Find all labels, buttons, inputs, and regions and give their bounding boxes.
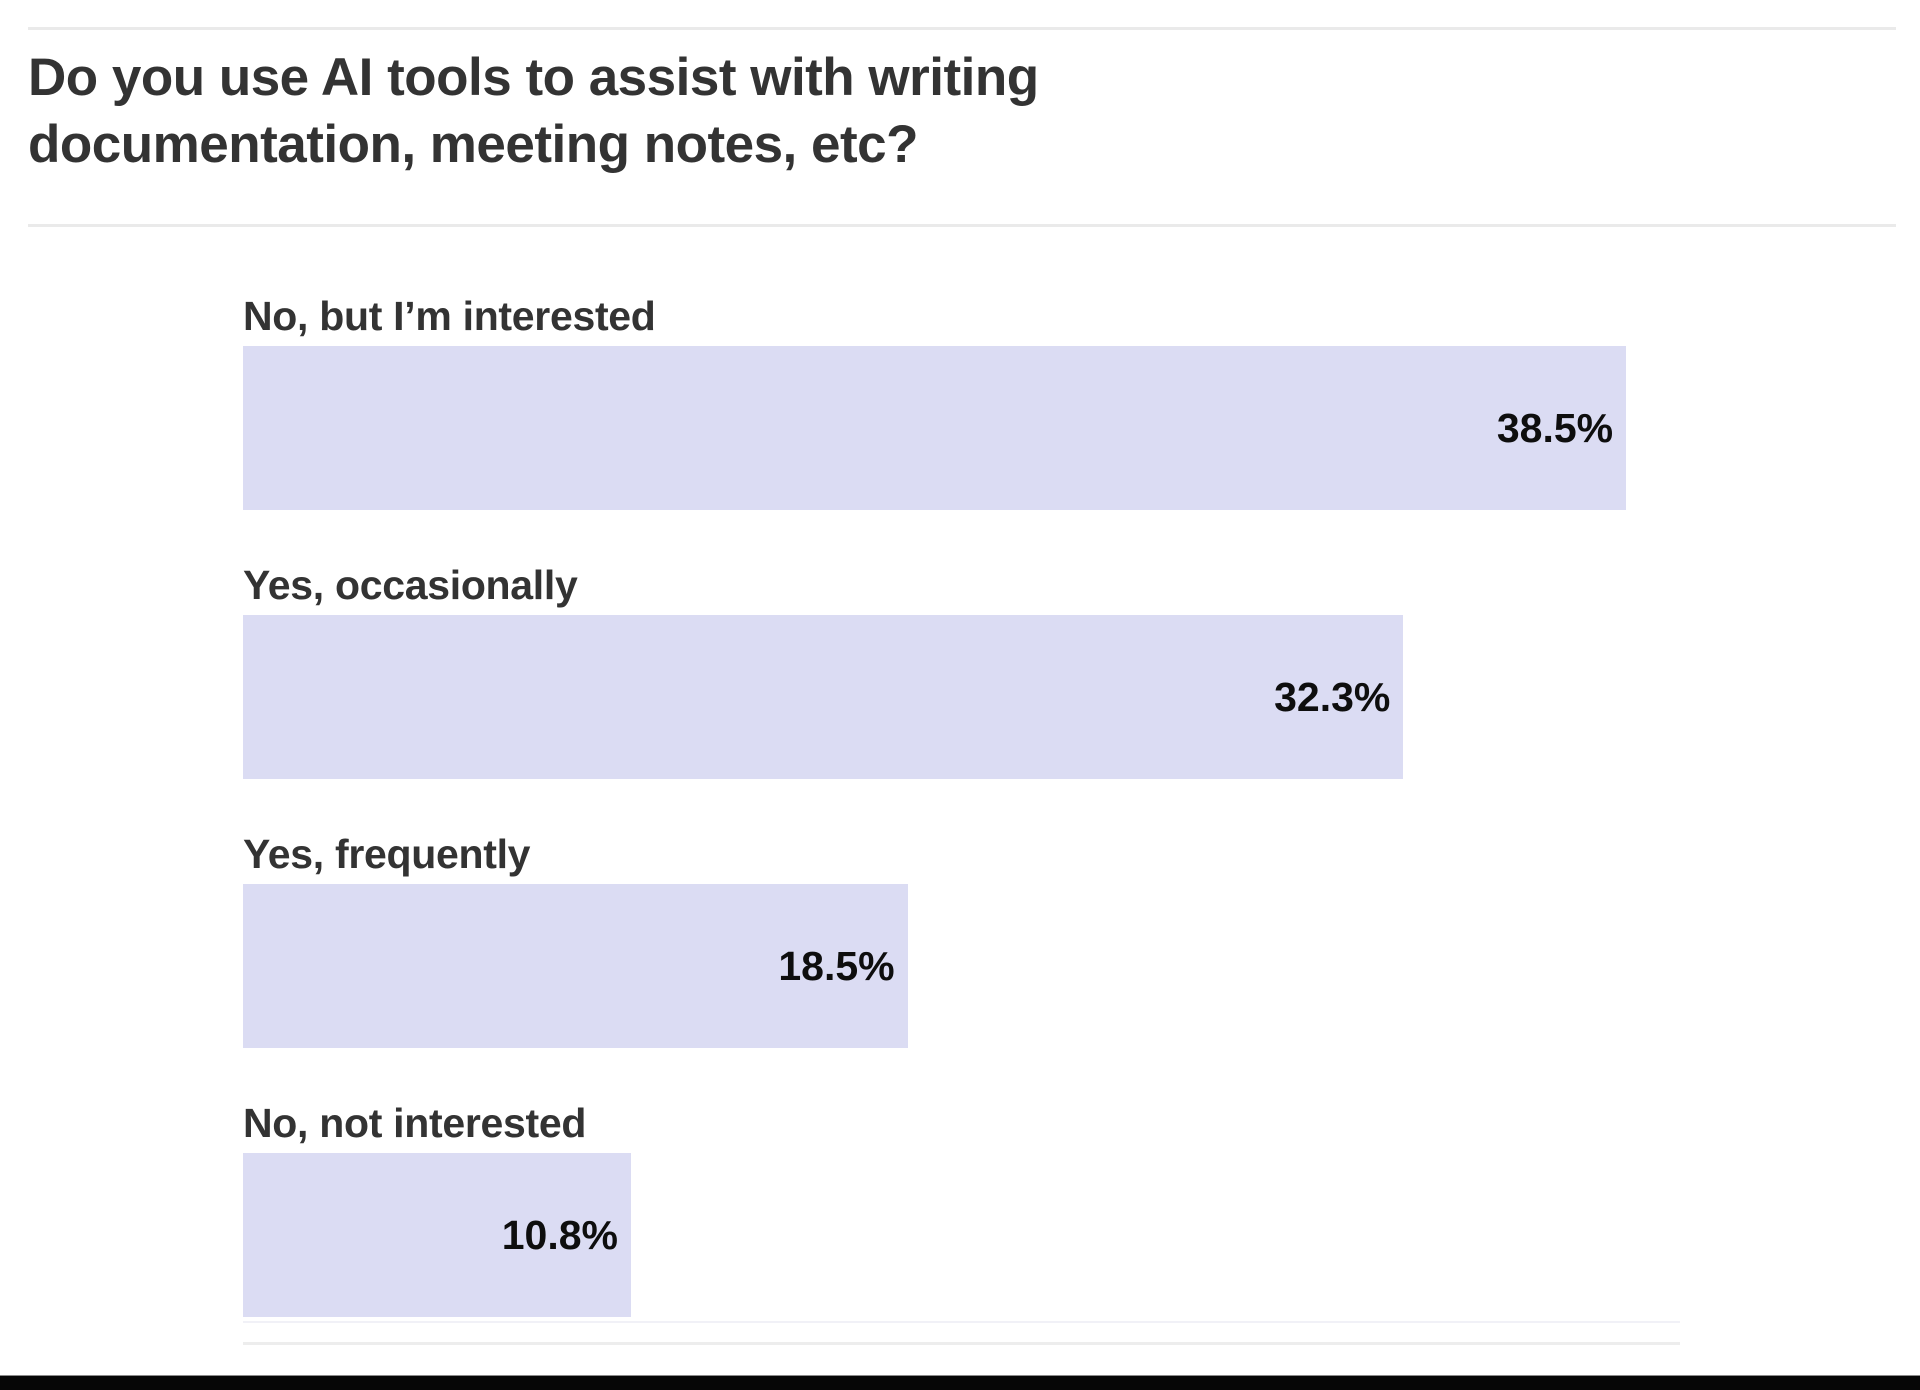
bar-value-label: 10.8% (501, 1211, 618, 1258)
x-axis-line (243, 1321, 1680, 1323)
bar-value-label: 18.5% (778, 942, 895, 989)
bottom-divider (243, 1342, 1680, 1345)
bar: 32.3% (243, 615, 1404, 779)
bar-chart: No, but I’m interested 38.5% Yes, occasi… (243, 0, 1680, 1390)
bar-category-label: Yes, frequently (243, 831, 531, 877)
bar-row: No, but I’m interested 38.5% (243, 294, 1680, 510)
chart-title-line-1: Do you use AI tools to assist with writi… (28, 48, 1039, 107)
bar-category-label: No, not interested (243, 1100, 587, 1146)
chart-title-line-2: documentation, meeting notes, etc? (28, 115, 918, 174)
title-divider (28, 224, 1896, 227)
top-divider (28, 27, 1896, 30)
bar-row: Yes, frequently 18.5% (243, 832, 1680, 1048)
bar-category-label: Yes, occasionally (243, 562, 578, 608)
bar-category-label: No, but I’m interested (243, 293, 656, 339)
bar: 10.8% (243, 1153, 631, 1317)
bar-value-label: 32.3% (1274, 673, 1391, 720)
bar-row: Yes, occasionally 32.3% (243, 563, 1680, 779)
bar-value-label: 38.5% (1496, 404, 1614, 451)
bar: 18.5% (243, 884, 908, 1048)
bar-row: No, not interested 10.8% (243, 1101, 1680, 1317)
bar: 38.5% (243, 346, 1627, 510)
footer-black-bar (0, 1375, 1920, 1390)
chart-title: Do you use AI tools to assist with writi… (28, 44, 1039, 178)
